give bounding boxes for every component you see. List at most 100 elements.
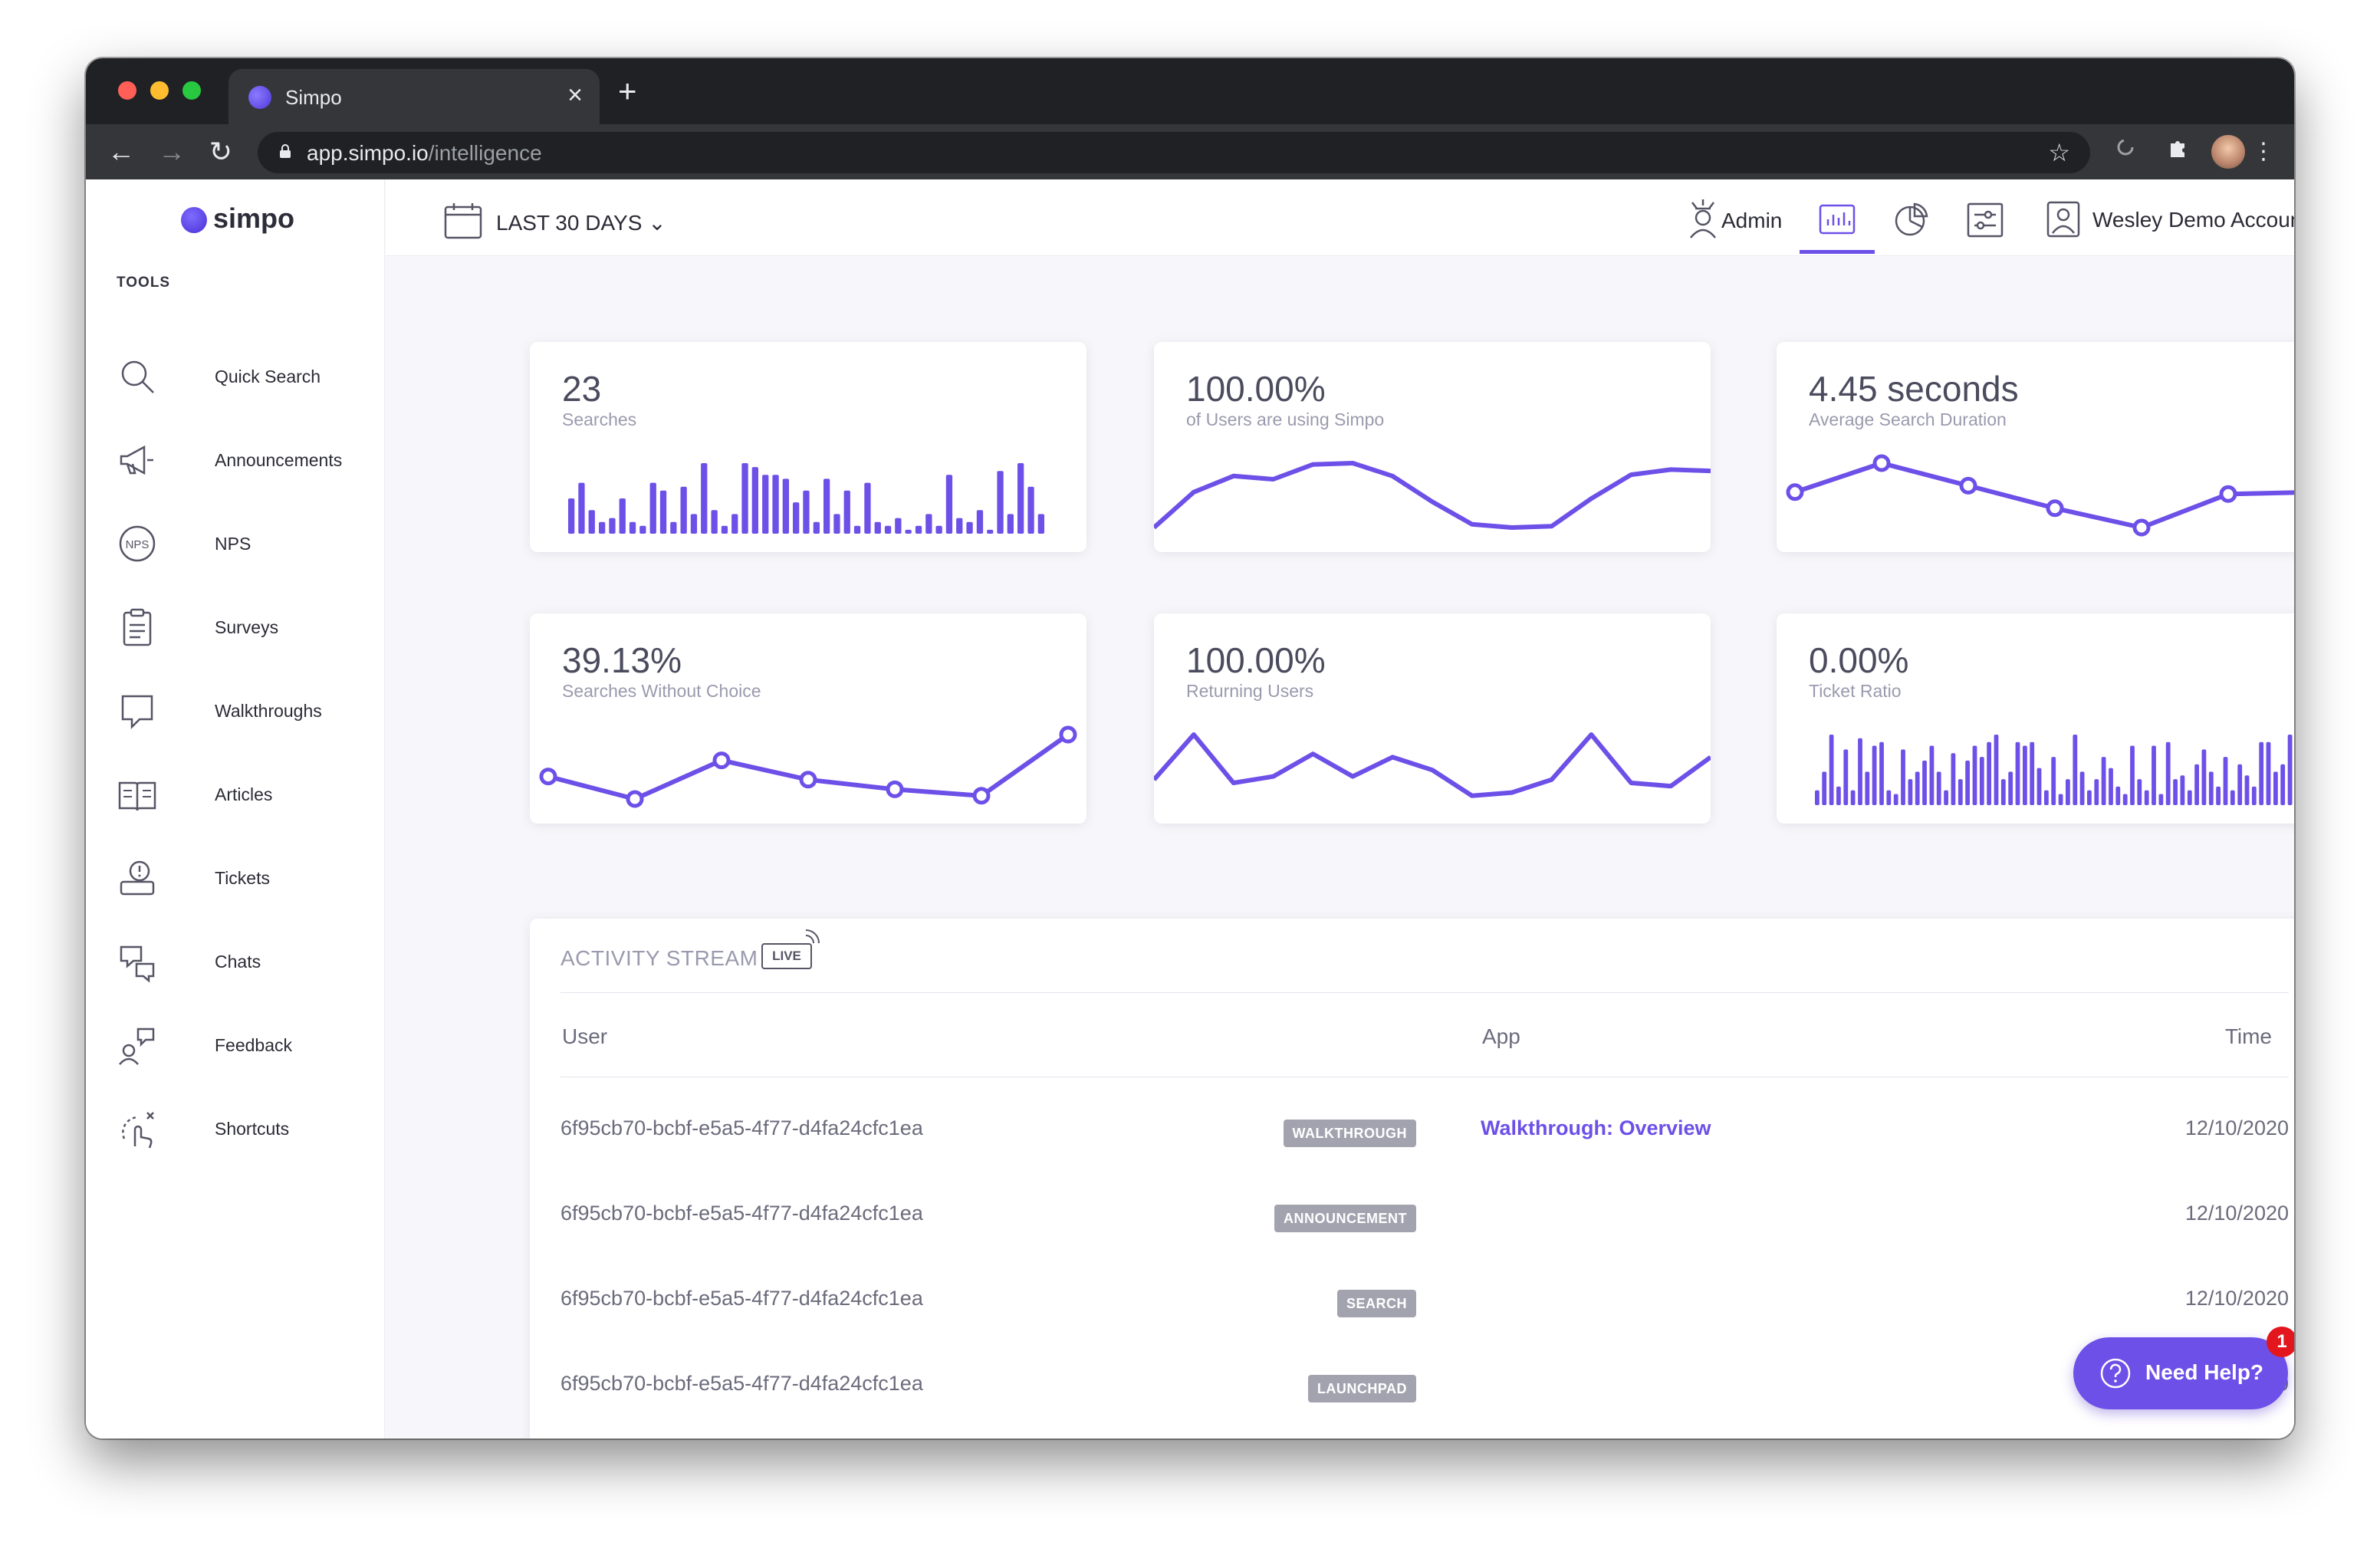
- sidebar-item-label: Surveys: [215, 617, 279, 637]
- user-account-icon[interactable]: [2042, 198, 2085, 241]
- shortcut-icon: [122, 1112, 154, 1149]
- bar: [2152, 745, 2156, 805]
- sidebar-item-announcements[interactable]: Announcements: [117, 433, 370, 487]
- bar: [649, 482, 656, 534]
- metric-card[interactable]: 23 Searches: [530, 342, 1086, 552]
- bar: [1815, 790, 1820, 805]
- bar: [833, 514, 840, 534]
- bar: [823, 478, 830, 534]
- minimize-window-button[interactable]: [150, 81, 169, 100]
- bar: [864, 482, 871, 534]
- bar: [2158, 794, 2164, 805]
- extension-sync-icon[interactable]: [2109, 135, 2142, 169]
- bar: [568, 498, 575, 534]
- bar: [966, 521, 973, 534]
- sidebar-item-label: Tickets: [215, 868, 270, 888]
- metric-card[interactable]: 39.13% Searches Without Choice: [530, 613, 1086, 824]
- sidebar-item-surveys[interactable]: Surveys: [117, 600, 370, 654]
- sidebar-item-feedback[interactable]: Feedback: [117, 1018, 370, 1072]
- account-dropdown[interactable]: Wesley Demo Account ⌄: [2092, 208, 2294, 232]
- metric-value: 100.00%: [1186, 369, 1326, 409]
- row-user-id: 6f95cb70-bcbf-e5a5-4f77-d4fa24cfc1ea: [560, 1116, 923, 1139]
- bar: [680, 486, 687, 534]
- browser-menu-icon[interactable]: ⋮: [2252, 139, 2275, 164]
- bookmark-star-icon[interactable]: ☆: [2048, 139, 2070, 166]
- extensions-puzzle-icon[interactable]: [2161, 135, 2194, 169]
- sidebar-item-quick-search[interactable]: Quick Search: [117, 350, 370, 403]
- row-type-tag: WALKTHROUGH: [1283, 1120, 1416, 1147]
- bar: [2137, 779, 2142, 805]
- bar: [1965, 760, 1970, 805]
- tab-close-icon[interactable]: ×: [567, 81, 583, 110]
- bar: [2058, 794, 2063, 805]
- data-point: [799, 771, 817, 789]
- forward-arrow-icon[interactable]: →: [158, 136, 186, 167]
- bar: [2144, 790, 2149, 805]
- bar: [2101, 757, 2106, 805]
- bar: [782, 478, 789, 534]
- row-app-link[interactable]: Walkthrough: Overview: [1481, 1116, 1711, 1139]
- admin-icon[interactable]: [1681, 198, 1724, 241]
- bar: [1994, 735, 1999, 805]
- bar: [1951, 753, 1956, 805]
- table-row[interactable]: 6f95cb70-bcbf-e5a5-4f77-d4fa24cfc1ea LAUN…: [560, 1344, 2289, 1429]
- maximize-window-button[interactable]: [182, 81, 201, 100]
- pie-chart-icon[interactable]: [1890, 198, 1933, 241]
- bar: [578, 482, 585, 534]
- reload-icon[interactable]: ↻: [209, 136, 233, 167]
- sidebar-item-walkthroughs[interactable]: Walkthroughs: [117, 684, 370, 738]
- bar: [976, 510, 984, 534]
- metric-card[interactable]: 100.00% Returning Users: [1154, 613, 1711, 824]
- need-help-label: Need Help?: [2145, 1360, 2264, 1384]
- bar: [1893, 794, 1898, 805]
- need-help-button[interactable]: Need Help?: [2073, 1337, 2288, 1409]
- sidebar-item-shortcuts[interactable]: Shortcuts: [117, 1102, 370, 1156]
- data-point: [626, 790, 644, 808]
- address-bar[interactable]: app.simpo.io/intelligence ☆: [258, 132, 2090, 173]
- new-tab-button[interactable]: +: [618, 73, 637, 109]
- data-point: [2219, 485, 2237, 503]
- series-line: [547, 732, 1070, 801]
- url-text: app.simpo.io/intelligence: [307, 141, 542, 165]
- metric-label: Returning Users: [1186, 681, 1314, 701]
- table-row[interactable]: 6f95cb70-bcbf-e5a5-4f77-d4fa24cfc1ea ANNO…: [560, 1174, 2289, 1258]
- table-row[interactable]: 6f95cb70-bcbf-e5a5-4f77-d4fa24cfc1eaSEAR…: [560, 1429, 2289, 1439]
- metric-card[interactable]: 4.45 seconds Average Search Duration: [1777, 342, 2294, 552]
- svg-text:NPS: NPS: [126, 538, 150, 551]
- bar: [1922, 760, 1927, 805]
- bar: [721, 525, 728, 534]
- bar: [1858, 738, 1862, 805]
- browser-tab[interactable]: Simpo ×: [228, 69, 600, 124]
- row-type-tag: LAUNCHPAD: [1307, 1375, 1416, 1402]
- row-time: 12/10/2020: [2184, 1116, 2289, 1139]
- close-window-button[interactable]: [118, 81, 136, 100]
- metric-card[interactable]: 0.00% Ticket Ratio: [1777, 613, 2294, 824]
- bar: [1908, 779, 1913, 805]
- profile-avatar[interactable]: [2211, 135, 2245, 169]
- favicon-icon: [248, 86, 271, 109]
- bar: [956, 518, 963, 534]
- bar: [1929, 745, 1935, 805]
- table-row[interactable]: 6f95cb70-bcbf-e5a5-4f77-d4fa24cfc1ea WALK…: [560, 1089, 2289, 1173]
- bar: [2259, 741, 2264, 805]
- bar: [2244, 775, 2250, 805]
- bar: [2109, 768, 2113, 805]
- bar: [2051, 757, 2056, 805]
- sidebar-item-chats[interactable]: Chats: [117, 935, 370, 988]
- back-arrow-icon[interactable]: ←: [107, 136, 135, 167]
- sidebar-item-nps[interactable]: NPS NPS: [117, 517, 370, 570]
- sidebar-item-articles[interactable]: Articles: [117, 768, 370, 821]
- settings-sliders-icon[interactable]: [1964, 198, 2007, 241]
- bar: [987, 529, 994, 534]
- series-line: [1794, 461, 2294, 530]
- analytics-icon[interactable]: [1816, 198, 1859, 241]
- bar: [915, 525, 922, 534]
- metric-value: 4.45 seconds: [1809, 369, 2019, 409]
- metric-card[interactable]: 100.00% of Users are using Simpo: [1154, 342, 1711, 552]
- admin-label[interactable]: Admin: [1721, 209, 1783, 232]
- ticket-icon: [120, 860, 155, 896]
- sidebar-item-tickets[interactable]: Tickets: [117, 851, 370, 905]
- bar: [2094, 779, 2099, 805]
- bar: [1836, 786, 1841, 805]
